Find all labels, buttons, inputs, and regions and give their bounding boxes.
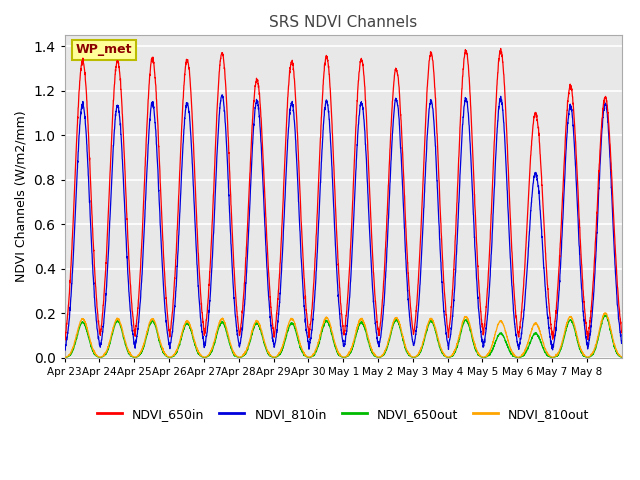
- Title: SRS NDVI Channels: SRS NDVI Channels: [269, 15, 417, 30]
- Legend: NDVI_650in, NDVI_810in, NDVI_650out, NDVI_810out: NDVI_650in, NDVI_810in, NDVI_650out, NDV…: [92, 403, 595, 426]
- Y-axis label: NDVI Channels (W/m2/mm): NDVI Channels (W/m2/mm): [15, 111, 28, 282]
- Text: WP_met: WP_met: [76, 43, 132, 56]
